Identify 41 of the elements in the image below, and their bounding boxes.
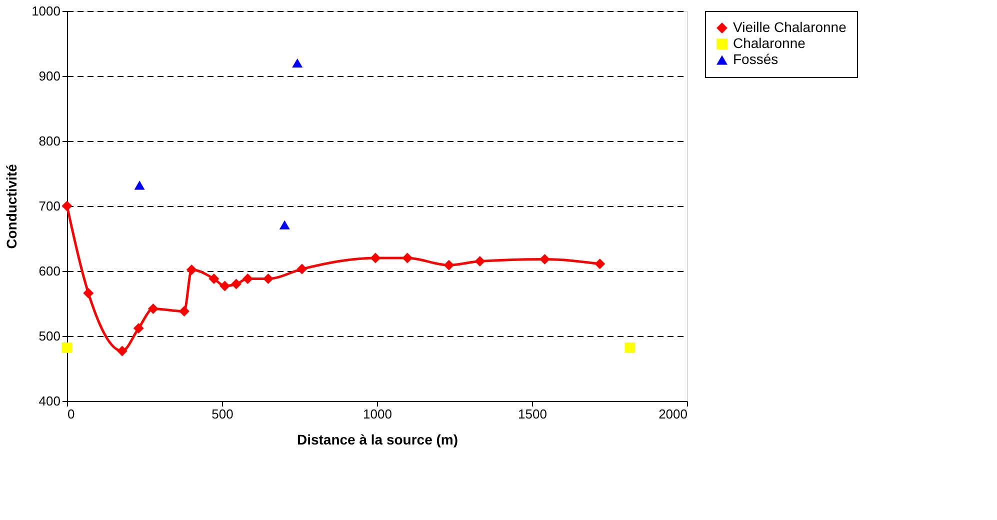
point bbox=[62, 200, 72, 212]
y-tick-label: 900 bbox=[38, 68, 60, 84]
point bbox=[279, 220, 290, 230]
y-tick-label: 1000 bbox=[32, 4, 60, 18]
point bbox=[133, 322, 144, 334]
point bbox=[231, 278, 242, 290]
point bbox=[178, 306, 190, 317]
point bbox=[539, 254, 550, 265]
x-tick-label: 500 bbox=[212, 406, 234, 422]
point bbox=[296, 264, 308, 274]
y-tick-label: 600 bbox=[38, 264, 60, 278]
x-tick-label: 1500 bbox=[518, 406, 547, 422]
point bbox=[594, 258, 606, 270]
x-tick-label: 0 bbox=[68, 406, 75, 422]
point bbox=[402, 252, 413, 264]
point bbox=[624, 342, 636, 353]
y-tick-label: 400 bbox=[38, 394, 60, 408]
point bbox=[208, 274, 220, 284]
point bbox=[62, 342, 72, 353]
y-tick-label: 700 bbox=[38, 198, 60, 214]
point bbox=[186, 264, 197, 275]
point bbox=[242, 274, 253, 284]
x-tick-label: 1000 bbox=[363, 406, 392, 422]
point bbox=[220, 280, 230, 292]
point bbox=[370, 252, 381, 264]
legend-label: Chalaronne bbox=[733, 35, 806, 51]
point bbox=[262, 274, 274, 284]
x-axis-title: Distance à la source (m) bbox=[296, 432, 458, 448]
point bbox=[116, 346, 128, 356]
legend-label: Vieille Chalaronne bbox=[733, 19, 847, 35]
y-tick-label: 500 bbox=[38, 328, 60, 344]
y-tick-label: 800 bbox=[38, 134, 60, 148]
point bbox=[148, 303, 158, 314]
x-tick-label: 2000 bbox=[658, 406, 688, 422]
point bbox=[134, 180, 145, 190]
point bbox=[444, 260, 454, 270]
point bbox=[83, 288, 94, 298]
legend-label: Fossés bbox=[733, 51, 778, 67]
point bbox=[474, 256, 486, 266]
y-axis-title: Conductivité bbox=[4, 164, 20, 249]
point bbox=[292, 58, 303, 68]
